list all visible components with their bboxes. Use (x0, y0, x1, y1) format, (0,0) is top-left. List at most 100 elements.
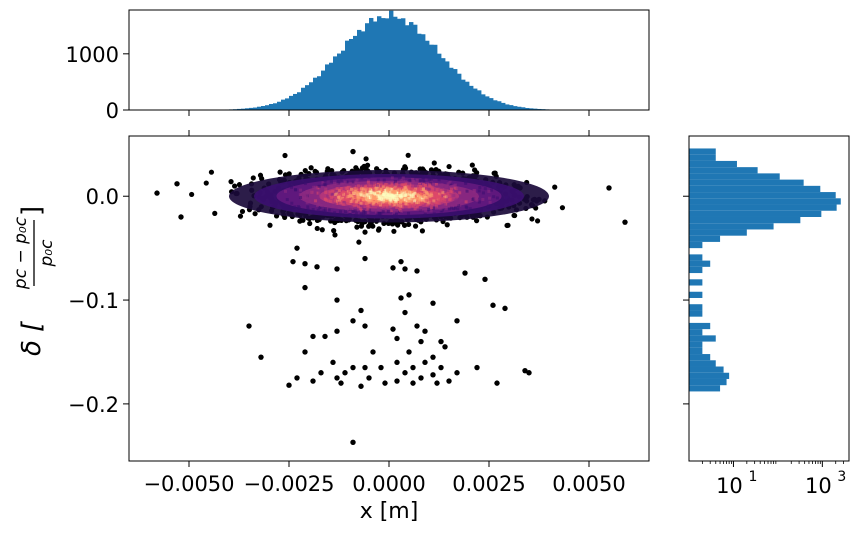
density-cell (366, 180, 370, 184)
scatter-point (302, 167, 308, 174)
density-cell (378, 197, 382, 201)
scatter-point (302, 284, 308, 291)
scatter-point (394, 378, 400, 384)
scatter-point (490, 302, 496, 308)
density-cell (418, 204, 422, 208)
density-cell (340, 191, 344, 195)
top-hist-bar (401, 18, 406, 111)
density-cell (376, 184, 380, 188)
density-cell (363, 192, 367, 196)
scatter-point (322, 333, 328, 340)
density-cell (354, 203, 358, 207)
density-cell (389, 209, 393, 213)
right-hist-bar (689, 354, 711, 361)
top-hist-bar (357, 29, 362, 110)
top-hist-bar (485, 96, 490, 110)
density-cell (312, 185, 316, 189)
density-cell (390, 184, 394, 188)
scatter-point (446, 378, 452, 384)
top-hist-bar (333, 56, 338, 110)
density-cell (371, 208, 375, 212)
density-cell (394, 199, 398, 203)
scatter-point (212, 210, 218, 216)
density-cell (434, 182, 438, 186)
scatter-point (402, 164, 408, 170)
density-cell (408, 178, 412, 182)
density-cell (386, 210, 390, 214)
density-cell (396, 188, 400, 192)
density-cell (450, 184, 454, 188)
right-hist-bar (689, 335, 716, 342)
density-cell (328, 194, 332, 198)
density-cell (381, 204, 385, 208)
top-hist-bar (533, 108, 538, 110)
density-cell (302, 196, 306, 200)
top-hist-bar (297, 92, 302, 110)
density-cell (473, 196, 477, 200)
top-hist-bar (281, 99, 286, 110)
density-cell (421, 188, 425, 192)
scatter-point (419, 228, 426, 234)
density-cell (419, 201, 423, 205)
scatter-point (431, 160, 437, 166)
scatter-point (522, 367, 528, 374)
scatter-point (430, 372, 436, 378)
density-cell (399, 193, 403, 197)
density-cell (375, 187, 379, 191)
scatter-point (412, 223, 419, 229)
top-y-tick-label: 0 (106, 99, 119, 123)
scatter-point (512, 212, 518, 219)
density-cell (396, 204, 400, 208)
right-x-tick-exponent: 3 (837, 469, 846, 485)
scatter-point (331, 228, 337, 234)
density-cell (443, 193, 447, 197)
density-cell (366, 204, 370, 208)
density-cell (468, 207, 472, 211)
density-cell (330, 196, 334, 200)
density-cell (450, 206, 454, 210)
scatter-point (406, 349, 412, 355)
density-cell (305, 201, 309, 205)
density-cell (335, 182, 339, 186)
density-cell (319, 210, 323, 214)
scatter-point (250, 175, 256, 181)
right-hist-bar (689, 148, 716, 155)
density-cell (481, 191, 485, 195)
density-cell (415, 178, 419, 182)
density-cell (423, 196, 427, 200)
density-cell (444, 195, 448, 199)
x-axis-label: x [m] (360, 499, 419, 524)
density-cell (393, 186, 397, 190)
scatter-point (252, 211, 258, 217)
density-cell (399, 190, 403, 194)
top-hist-bar (273, 103, 278, 110)
density-cell (324, 183, 328, 187)
density-cell (420, 199, 424, 203)
density-cell (411, 195, 415, 199)
density-cell (314, 199, 318, 203)
top-hist-bar (409, 22, 414, 110)
scatter-point (350, 318, 356, 324)
density-cell (360, 205, 364, 209)
density-cell (375, 214, 379, 218)
density-cell (323, 187, 327, 191)
scatter-point (334, 297, 340, 303)
top-hist-bar (465, 81, 470, 110)
density-cell (365, 193, 369, 197)
right-hist-bar (689, 291, 703, 298)
density-cell (380, 201, 384, 205)
density-cell (381, 198, 385, 202)
density-cell (333, 193, 337, 197)
density-cell (308, 190, 312, 194)
density-cell (289, 185, 293, 189)
top-hist-bar (289, 95, 294, 110)
density-cell (435, 190, 439, 194)
density-cell (423, 189, 427, 193)
top-hist-bar (317, 76, 322, 110)
right-hist-bar (689, 167, 758, 174)
density-cell (375, 191, 379, 195)
density-cell (427, 187, 431, 191)
scatter-point (394, 359, 400, 366)
top-hist-bar (269, 103, 274, 110)
density-cell (355, 195, 359, 199)
